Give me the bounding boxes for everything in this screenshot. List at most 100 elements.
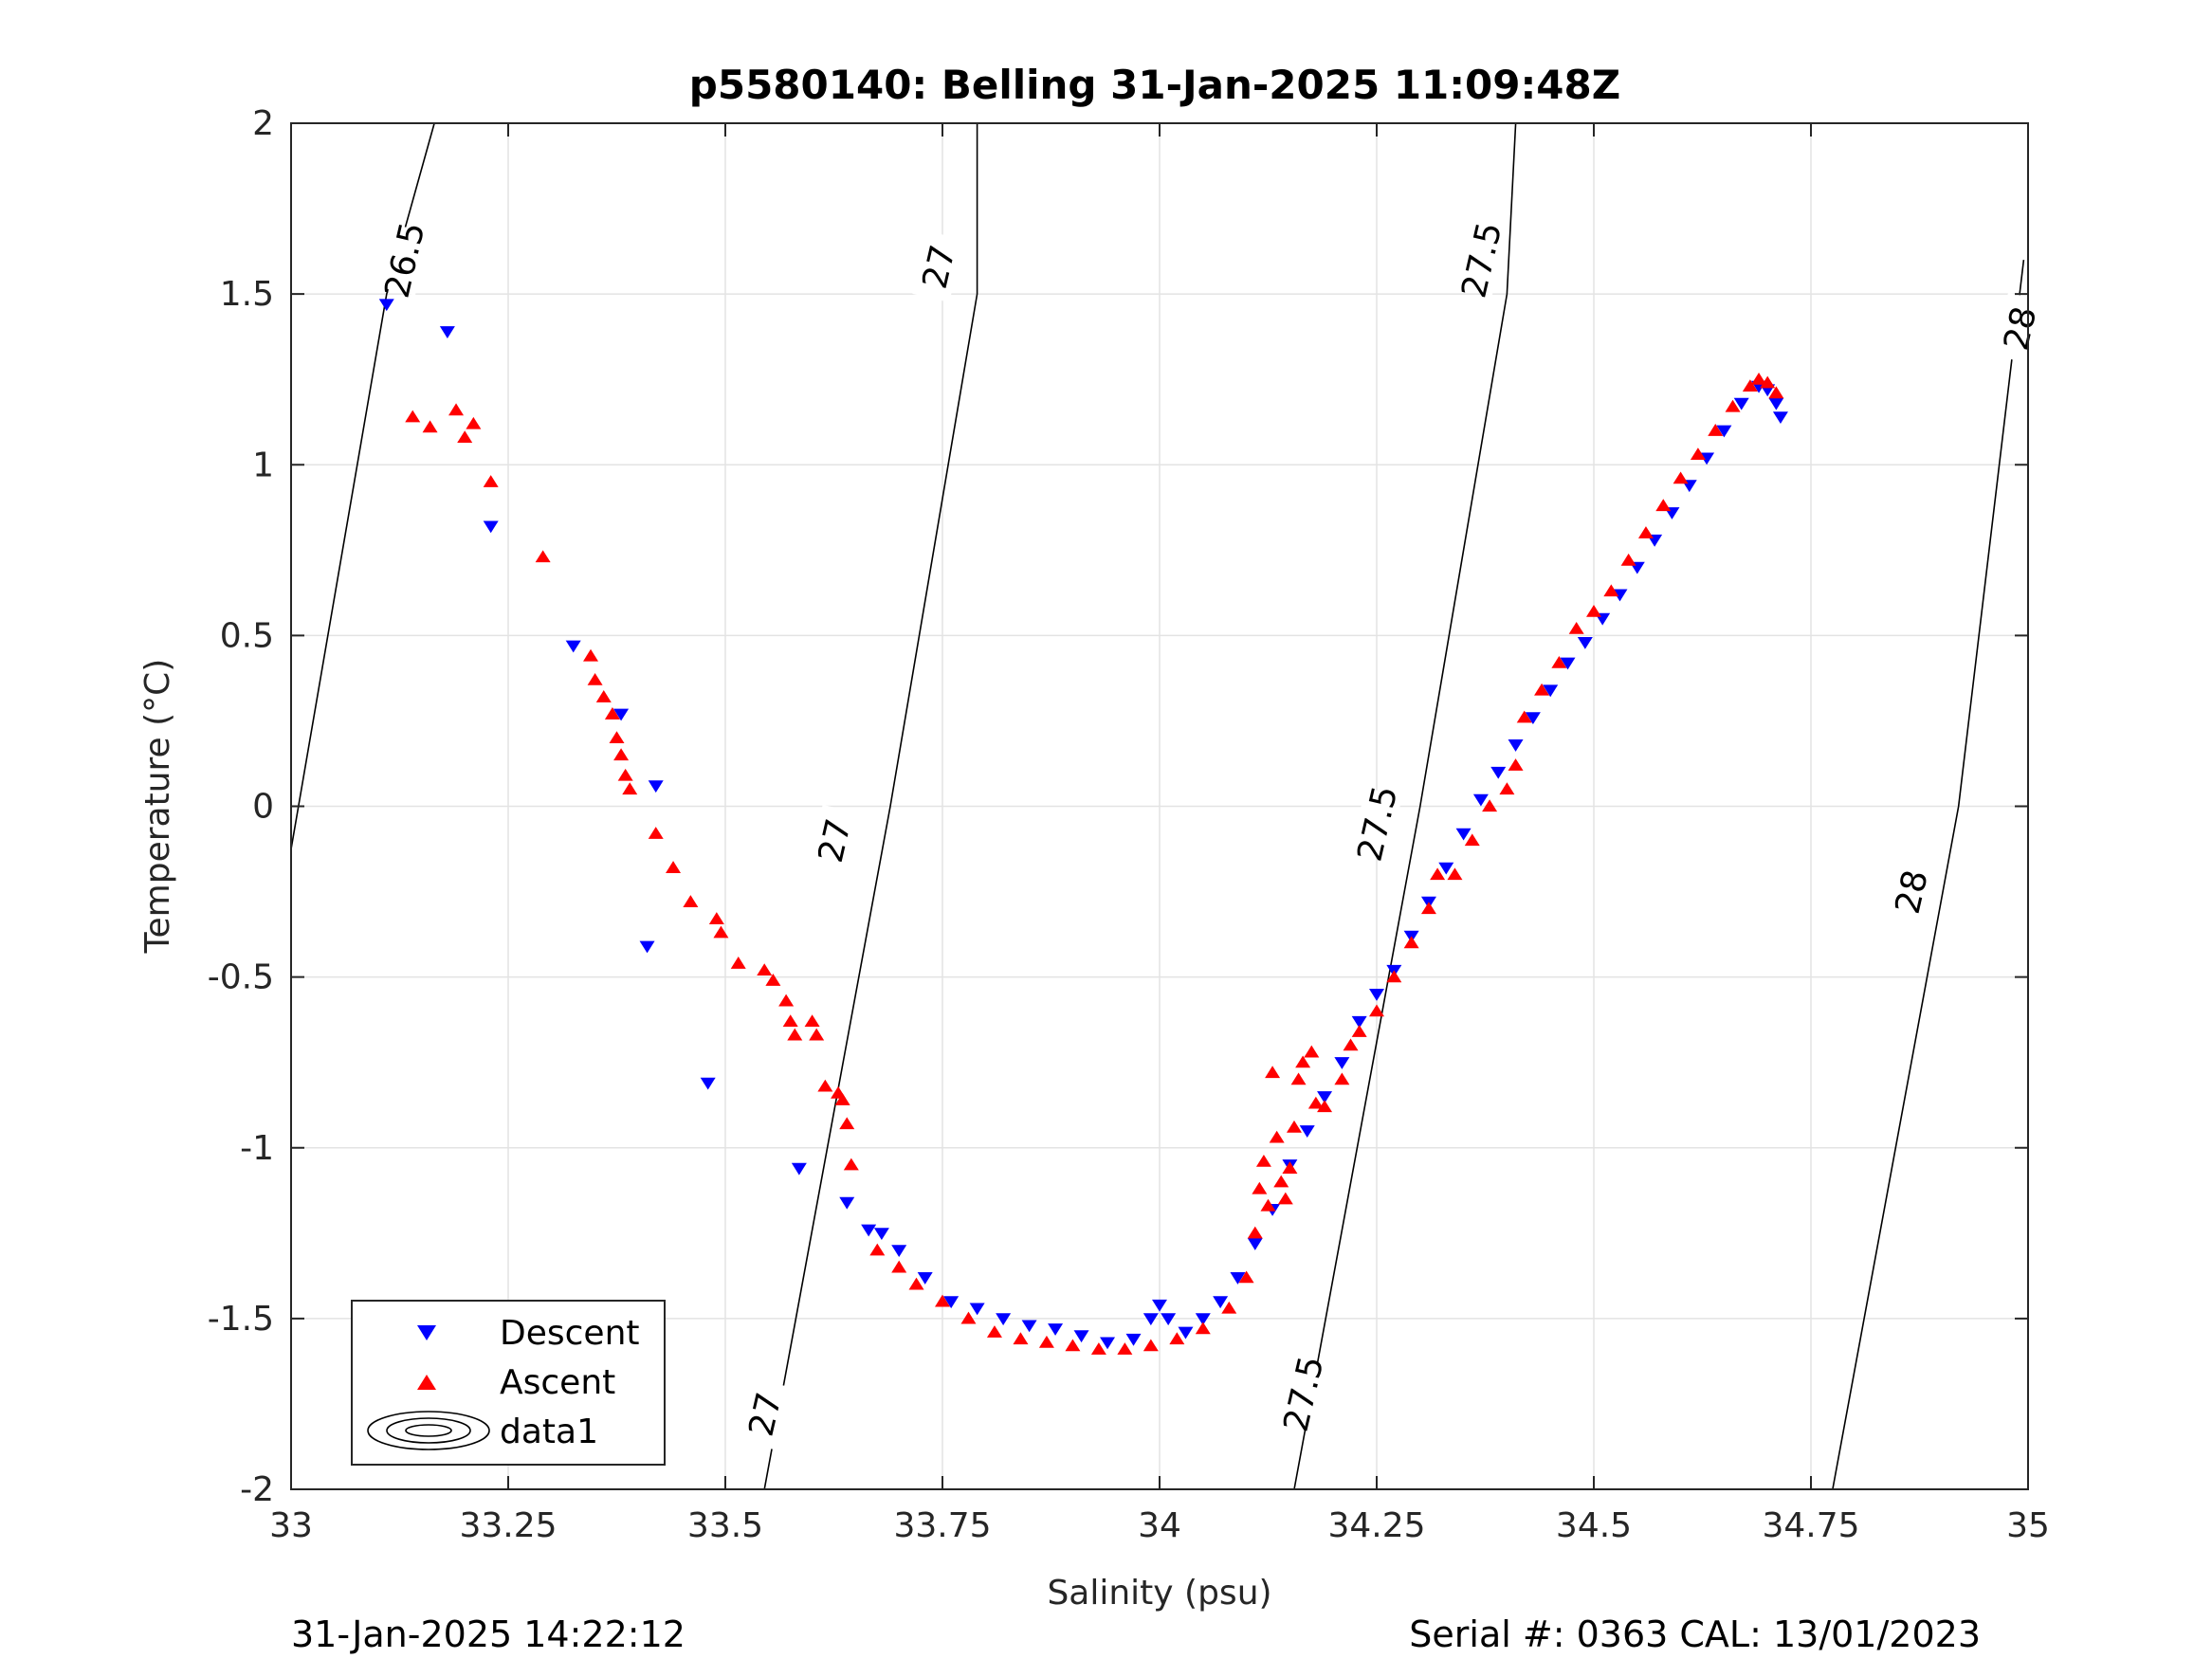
ascent-point <box>713 925 729 939</box>
ascent-point <box>1090 1342 1106 1355</box>
ascent-point <box>448 403 465 416</box>
ascent-point <box>839 1117 855 1130</box>
legend-descent-label: Descent <box>500 1314 640 1353</box>
descent-point <box>1438 862 1454 875</box>
descent-point <box>613 708 630 721</box>
ascent-point <box>1447 867 1463 881</box>
ascent-point <box>1420 902 1436 915</box>
descent-point <box>1351 1015 1367 1029</box>
ascent-point <box>666 861 682 873</box>
ascent-point <box>1307 1096 1324 1109</box>
legend-ascent-marker <box>417 1375 436 1390</box>
x-tick-label: 34.25 <box>1327 1506 1425 1545</box>
ascent-point <box>1708 424 1724 436</box>
ascent-point <box>1238 1270 1254 1284</box>
descent-point <box>1100 1337 1116 1350</box>
descent-point <box>1508 739 1524 752</box>
ascent-point <box>1304 1045 1320 1058</box>
descent-point <box>1733 397 1749 410</box>
descent-point <box>1073 1330 1089 1343</box>
y-tick-label: -1 <box>240 1129 274 1168</box>
ascent-point <box>1603 584 1619 597</box>
contour-line-28 <box>1832 260 2025 1489</box>
x-axis-ticks: 33 33.25 33.5 33.75 34 34.25 34.5 34.75 35 <box>269 123 2050 1545</box>
contour-label: 28 <box>1889 866 1936 918</box>
x-tick-label: 34 <box>1138 1506 1181 1545</box>
ascent-point <box>869 1243 886 1256</box>
y-axis-ticks: -2 -1.5 -1 -0.5 0 0.5 1 1.5 2 <box>208 104 2028 1509</box>
y-axis-label: Temperature (°C) <box>138 659 177 955</box>
contour-label-bg <box>1350 787 1403 860</box>
grid-lines <box>290 122 2029 1490</box>
contour-label-bg <box>1277 1358 1329 1430</box>
ascent-point <box>1290 1072 1307 1085</box>
contour-label: 27 <box>812 815 859 866</box>
ascent-point <box>1464 833 1480 847</box>
ascent-point <box>1760 375 1776 389</box>
ascent-point <box>1013 1332 1029 1345</box>
ascent-point <box>609 731 625 744</box>
descent-point <box>1299 1125 1315 1138</box>
descent-point <box>1334 1057 1350 1069</box>
ascent-point <box>405 410 421 423</box>
ascent-point <box>1403 936 1419 949</box>
ascent-point <box>466 416 482 429</box>
ascent-point <box>1430 867 1446 881</box>
contour-line-26-5 <box>291 123 435 854</box>
ascent-point <box>804 1014 820 1028</box>
descent-point <box>700 1077 716 1090</box>
x-tick-label: 34.5 <box>1556 1506 1632 1545</box>
descent-point <box>861 1224 877 1237</box>
ascent-point <box>1143 1339 1159 1352</box>
contour-label-bg <box>1454 224 1508 296</box>
ascent-point <box>457 430 473 444</box>
ascent-point <box>782 1014 798 1028</box>
descent-point <box>565 640 581 653</box>
ascent-point <box>1516 710 1532 723</box>
ascent-point <box>1282 1161 1298 1174</box>
ascent-point <box>1655 499 1672 512</box>
ascent-point <box>613 748 630 761</box>
ascent-point <box>1499 782 1515 795</box>
y-tick-label: -0.5 <box>208 958 274 997</box>
ascent-point <box>1386 970 1402 983</box>
contour-label: 27 <box>916 242 963 293</box>
descent-point <box>791 1162 807 1176</box>
ascent-point <box>708 912 724 924</box>
ascent-point <box>422 420 438 433</box>
descent-point <box>891 1245 907 1258</box>
ascent-point <box>535 550 551 563</box>
ascent-point <box>1277 1192 1293 1205</box>
chart-title: p5580140: Belling 31-Jan-2025 11:09:48Z <box>689 62 1620 108</box>
descent-point <box>1125 1333 1142 1346</box>
ascent-point <box>1586 604 1601 617</box>
descent-point <box>917 1272 933 1285</box>
descent-point <box>1143 1313 1159 1326</box>
ascent-point <box>1195 1322 1211 1335</box>
descent-point <box>1317 1091 1333 1103</box>
descent-point <box>969 1303 985 1316</box>
descent-point <box>639 940 655 954</box>
ascent-point <box>1369 1004 1384 1017</box>
ascent-point <box>1247 1226 1263 1239</box>
ascent-point <box>1286 1120 1302 1133</box>
ascent-point <box>587 673 603 685</box>
x-tick-label: 33.75 <box>893 1506 991 1545</box>
contour-label-bg <box>1993 292 2045 364</box>
contour-label-bg <box>377 224 430 296</box>
ascent-point <box>986 1325 1002 1338</box>
ascent-point <box>1568 621 1584 634</box>
ascent-point <box>1221 1301 1237 1314</box>
ascent-point <box>1637 526 1654 538</box>
descent-point <box>1230 1272 1246 1285</box>
ascent-point <box>1751 372 1767 385</box>
descent-point <box>1195 1313 1211 1326</box>
ascent-point <box>817 1079 833 1092</box>
legend-descent-marker <box>417 1325 436 1340</box>
descent-point <box>1716 425 1732 438</box>
ascent-point <box>1690 447 1706 461</box>
contour-label-bg <box>808 804 860 877</box>
legend-contour-icon <box>367 1411 490 1450</box>
